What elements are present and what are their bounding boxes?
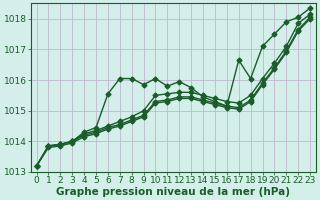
X-axis label: Graphe pression niveau de la mer (hPa): Graphe pression niveau de la mer (hPa) xyxy=(56,187,290,197)
